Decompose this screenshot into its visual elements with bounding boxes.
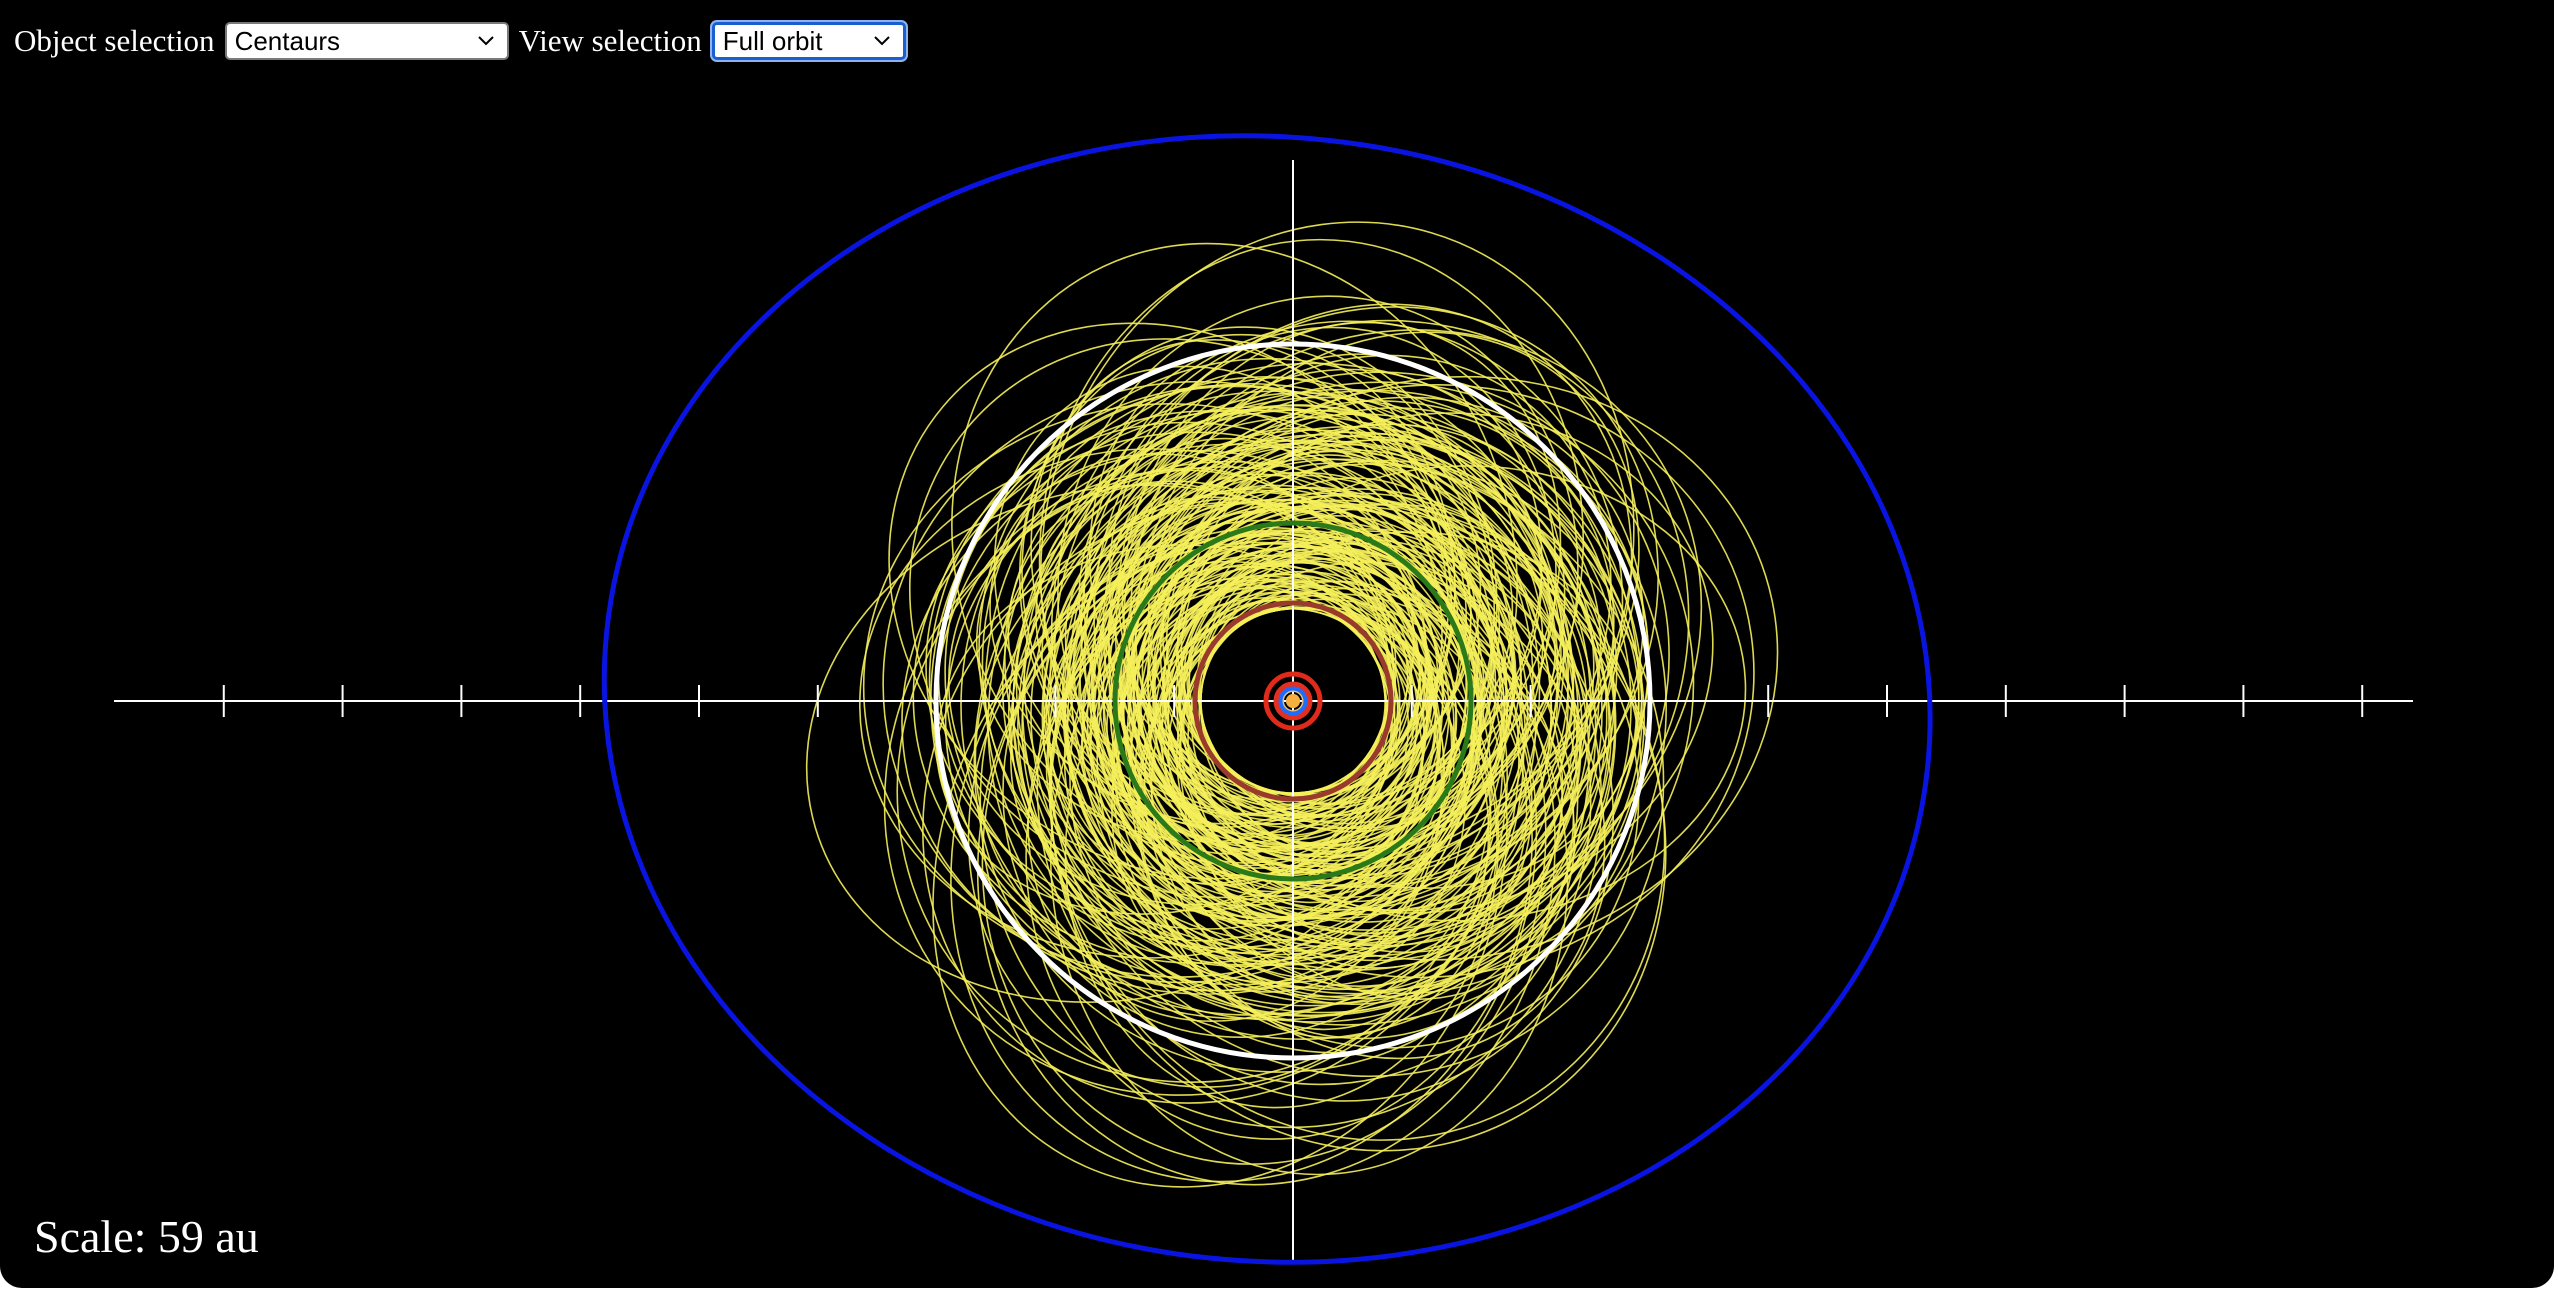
centaur-orbit xyxy=(1017,429,1610,1023)
view-selection-dropdown[interactable]: Full orbit xyxy=(711,22,906,60)
centaur-orbit xyxy=(932,541,1508,1188)
centaur-orbit xyxy=(1107,446,1493,847)
centaur-orbit xyxy=(1083,326,1557,849)
centaur-orbit xyxy=(1141,438,1602,879)
earth-orbit xyxy=(1277,685,1309,717)
axes xyxy=(114,160,2413,1262)
chevron-down-icon xyxy=(871,30,893,52)
centaur-orbit xyxy=(1113,541,1564,1005)
centaur-orbit xyxy=(1154,505,1495,844)
view-selection-value: Full orbit xyxy=(722,25,823,56)
centaur-orbit xyxy=(1049,559,1569,1176)
object-selection-dropdown[interactable]: Centaurs xyxy=(224,22,509,60)
neptune-orbit xyxy=(933,341,1653,1061)
centaur-orbit xyxy=(1012,416,1603,1007)
centaur-orbit xyxy=(1177,423,1543,806)
pluto-orbit xyxy=(601,133,1933,1265)
centaur-orbit xyxy=(1161,548,1526,903)
centaur-orbit xyxy=(981,530,1547,1165)
mars-orbit xyxy=(1273,681,1313,721)
centaur-orbit xyxy=(1132,423,1615,888)
object-selection-label: Object selection xyxy=(14,23,215,58)
centaur-orbit xyxy=(930,382,1569,1016)
planet-orbits xyxy=(601,133,1933,1265)
centaur-orbit xyxy=(1038,238,1585,862)
centaur-orbit xyxy=(951,242,1518,869)
object-selection-value: Centaurs xyxy=(234,25,341,56)
controls-bar: Object selection Centaurs View selection… xyxy=(14,20,906,62)
centaur-orbit xyxy=(912,431,1480,964)
centaur-orbit xyxy=(1108,376,1456,795)
centaur-orbit xyxy=(1136,607,1490,1031)
centaur-orbit xyxy=(993,365,1443,835)
chevron-down-icon xyxy=(475,30,497,52)
centaur-orbit xyxy=(805,484,1428,1003)
centaur-orbit xyxy=(1021,326,1498,850)
view-selection-label: View selection xyxy=(518,23,702,58)
saturn-orbit xyxy=(1192,600,1394,802)
centaur-orbits xyxy=(805,221,1779,1188)
sun-icon xyxy=(1286,694,1300,708)
centaur-orbit xyxy=(1080,587,1393,886)
venus-orbit xyxy=(1282,690,1304,712)
centaur-orbit xyxy=(987,409,1617,1040)
uranus-orbit xyxy=(1112,520,1474,882)
centaur-orbit xyxy=(1197,550,1476,817)
centaur-orbit xyxy=(935,544,1388,915)
centaur-orbit xyxy=(1068,371,1670,958)
scale-label: Scale: 59 au xyxy=(34,1211,259,1262)
centaur-orbit xyxy=(1090,400,1650,941)
centaur-orbit xyxy=(1036,501,1592,1086)
centaur-orbit xyxy=(1093,507,1506,920)
centaur-orbit xyxy=(1147,409,1482,795)
centaur-orbit xyxy=(1140,526,1505,887)
centaur-orbit xyxy=(1128,545,1476,893)
centaur-orbit xyxy=(1023,404,1570,952)
jupiter-orbit xyxy=(1263,671,1323,731)
